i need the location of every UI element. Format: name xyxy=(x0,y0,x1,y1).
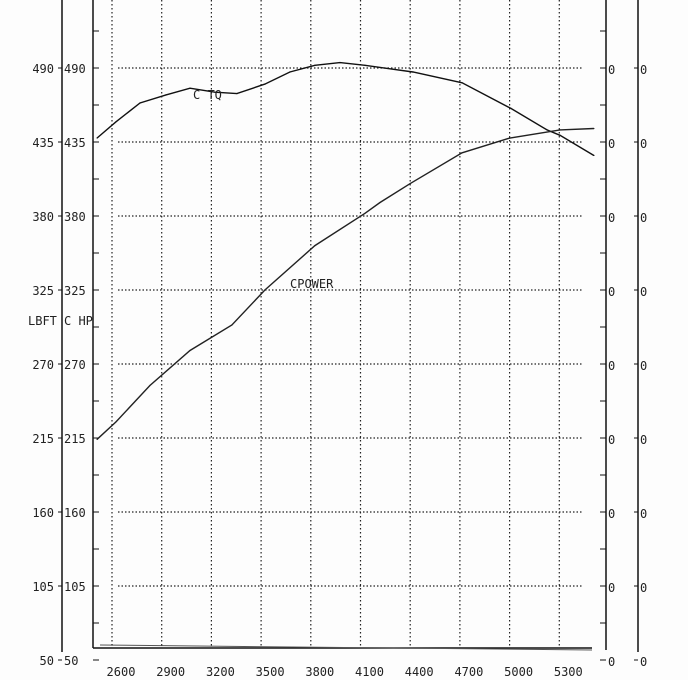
data-point xyxy=(214,91,216,93)
y-tick-label-left: 270 xyxy=(32,358,54,372)
x-tick-label: 4400 xyxy=(405,665,434,679)
y-axis-label-right: C HP xyxy=(64,314,93,328)
y-axis-label-left: LBFT xyxy=(28,314,57,328)
right-tick-label: 0 xyxy=(608,137,615,151)
x-tick-label: 3500 xyxy=(256,665,285,679)
data-point xyxy=(115,121,117,123)
data-point xyxy=(264,83,266,85)
data-point xyxy=(339,62,341,64)
data-point xyxy=(231,324,233,326)
data-point xyxy=(364,212,366,214)
y-tick-label-inner: 545 xyxy=(64,0,86,2)
data-point xyxy=(409,183,411,185)
data-point xyxy=(510,107,512,109)
y-tick-label-inner: 380 xyxy=(64,210,86,224)
x-tick-label: 3800 xyxy=(305,665,334,679)
data-point xyxy=(189,349,191,352)
right-tick-label: 0 xyxy=(640,63,647,77)
data-point xyxy=(364,64,366,66)
y-tick-label-left: 50 xyxy=(40,654,54,668)
data-point xyxy=(314,64,316,66)
right-tick-label: 0 xyxy=(608,655,615,669)
right-tick-label: 0 xyxy=(640,0,647,3)
data-point xyxy=(461,152,463,154)
y-tick-label-left: 435 xyxy=(32,136,54,150)
right-tick-label: 0 xyxy=(640,359,647,373)
data-point xyxy=(379,201,381,204)
x-tick-label: 2900 xyxy=(156,665,185,679)
y-tick-label-inner: 50 xyxy=(64,654,78,668)
series-line-c-tq xyxy=(96,61,595,157)
y-tick-label-left: 215 xyxy=(32,432,54,446)
right-tick-label: 0 xyxy=(608,285,615,299)
right-tick-label: 0 xyxy=(640,507,647,521)
x-tick-label: 5000 xyxy=(504,665,533,679)
right-tick-label: 0 xyxy=(608,63,615,77)
right-tick-label: 0 xyxy=(608,0,615,3)
right-tick-label: 0 xyxy=(608,433,615,447)
y-tick-label-inner: 105 xyxy=(64,580,86,594)
right-tick-label: 0 xyxy=(608,211,615,225)
right-tick-label: 0 xyxy=(640,137,647,151)
series-line-cpower xyxy=(96,127,594,440)
right-tick-label: 0 xyxy=(608,507,615,521)
data-point xyxy=(189,87,191,89)
right-tick-label: 0 xyxy=(640,433,647,447)
y-tick-label-left: 545 xyxy=(32,0,54,2)
y-tick-label-left: 325 xyxy=(32,284,54,298)
data-point xyxy=(236,92,238,95)
y-tick-label-inner: 215 xyxy=(64,432,86,446)
y-tick-label-inner: 160 xyxy=(64,506,86,520)
y-tick-label-inner: 270 xyxy=(64,358,86,372)
y-tick-label-inner: 490 xyxy=(64,62,86,76)
y-tick-label-left: 380 xyxy=(32,210,54,224)
data-point xyxy=(96,137,98,139)
data-point xyxy=(96,438,98,440)
data-point xyxy=(115,421,117,423)
x-tick-label: 3200 xyxy=(206,665,235,679)
right-tick-label: 0 xyxy=(608,359,615,373)
data-point xyxy=(509,137,511,139)
y-tick-label-left: 490 xyxy=(32,62,54,76)
right-tick-label: 0 xyxy=(640,285,647,299)
right-tick-label: 0 xyxy=(608,581,615,595)
data-point xyxy=(593,127,595,130)
series-label-power: CPOWER xyxy=(290,277,334,291)
y-tick-label-inner: 435 xyxy=(64,136,86,150)
data-point xyxy=(139,102,141,104)
y-tick-label-left: 160 xyxy=(32,506,54,520)
data-point xyxy=(546,129,548,131)
data-point xyxy=(264,289,266,291)
y-tick-label-inner: 325 xyxy=(64,284,86,298)
y-tick-label-left: 105 xyxy=(32,580,54,594)
data-point xyxy=(289,71,291,73)
data-point xyxy=(149,384,151,387)
x-tick-label: 5300 xyxy=(554,665,583,679)
x-tick-label: 2600 xyxy=(107,665,136,679)
right-tick-label: 0 xyxy=(640,211,647,225)
baseline-trace xyxy=(99,644,593,651)
data-point xyxy=(461,82,463,84)
right-tick-label: 0 xyxy=(640,655,647,669)
data-point xyxy=(412,71,414,73)
data-point xyxy=(559,129,561,131)
data-point xyxy=(165,94,167,96)
data-point xyxy=(593,154,595,157)
right-tick-label: 0 xyxy=(640,581,647,595)
data-point xyxy=(314,245,316,247)
x-tick-label: 4700 xyxy=(454,665,483,679)
data-point xyxy=(559,134,561,136)
series-label-torque: C TQ xyxy=(193,88,222,102)
x-tick-label: 4100 xyxy=(355,665,384,679)
